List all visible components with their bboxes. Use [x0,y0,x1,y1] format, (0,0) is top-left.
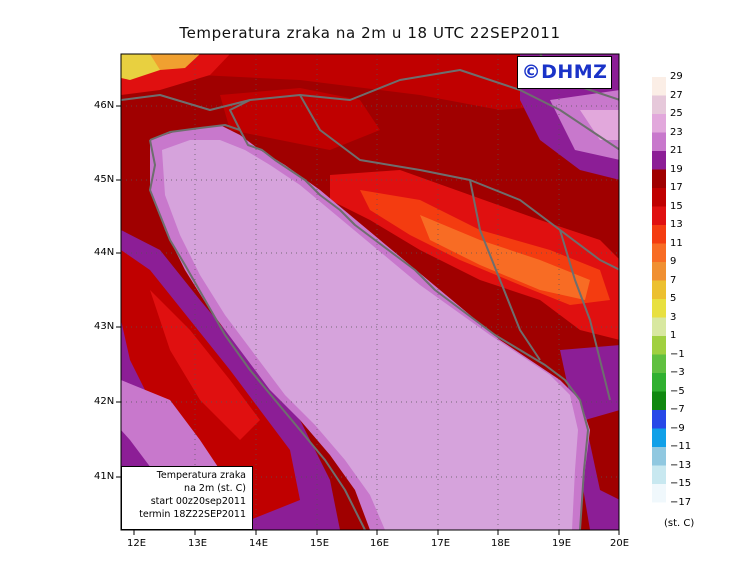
coastlines-borders [121,54,619,530]
legend-level-label: 19 [670,163,683,175]
legend-swatch [652,317,666,336]
legend-level-label: −9 [670,422,685,434]
legend-swatch [652,206,666,225]
legend-swatch [652,188,666,207]
lon-label-17e: 17E [431,538,451,549]
legend-level-label: 13 [670,219,683,230]
legend-level-label: −15 [670,478,692,489]
lat-label-46n: 46N [94,100,115,111]
lat-label-42n: 42N [94,396,115,407]
lon-label-18e: 18E [491,538,511,549]
color-legend [652,77,666,503]
adriatic-sea [162,140,578,530]
legend-level-label: 21 [670,145,683,156]
lon-label-15e: 15E [310,538,330,549]
legend-swatch [652,299,666,318]
legend-swatch [652,484,666,503]
map-title: Temperatura zraka na 2m u 18 UTC 22SEP20… [179,24,561,42]
info-line-3: start 00z20sep2011 [150,496,246,507]
legend-swatch [652,262,666,281]
legend-swatch [652,354,666,373]
legend-level-label: −5 [670,385,685,397]
legend-swatch [652,391,666,410]
legend-level-label: −13 [670,459,692,471]
legend-swatch [652,243,666,262]
legend-swatch [652,114,666,133]
lon-label-14e: 14E [249,538,269,549]
legend-swatch [652,77,666,96]
legend-swatch [652,132,666,151]
lat-label-45n: 45N [94,174,115,185]
legend-level-label: 3 [670,311,677,323]
info-line-4: termin 18Z22SEP2011 [139,509,246,520]
legend-swatch [652,336,666,355]
legend-level-label: 27 [670,89,683,101]
lon-label-13e: 13E [188,538,208,549]
legend-swatch [652,169,666,188]
axis-ticks [116,105,620,535]
info-line-2: na 2m (st. C) [184,483,246,494]
legend-level-label: 23 [670,126,683,138]
legend-level-label: 9 [670,256,677,267]
lat-label-43n: 43N [94,321,115,332]
dhmz-logo: ©DHMZ [517,56,612,89]
legend-level-label: 5 [670,293,677,304]
legend-level-label: 1 [670,330,677,341]
map-field [121,54,619,530]
lon-label-19e: 19E [552,538,572,549]
lon-label-20e: 20E [610,538,630,549]
legend-swatch [652,465,666,484]
legend-level-label: −11 [670,441,692,452]
legend-level-label: 25 [670,108,683,119]
lat-label-41n: 41N [94,471,115,482]
legend-level-label: 11 [670,237,683,249]
legend-level-label: 29 [670,71,683,82]
legend-swatch [652,280,666,299]
info-box: Temperatura zraka na 2m (st. C) start 00… [121,466,253,530]
info-line-1: Temperatura zraka [156,470,246,481]
legend-swatch [652,447,666,466]
legend-level-label: 15 [670,200,683,212]
legend-swatch [652,373,666,392]
legend-swatch [652,95,666,114]
legend-swatch [652,410,666,429]
lat-label-44n: 44N [94,247,115,258]
map-frame [120,53,620,531]
grid-lines [121,54,619,530]
lon-label-12e: 12E [127,538,147,549]
legend-swatch [652,225,666,244]
legend-swatch [652,428,666,447]
legend-level-label: −7 [670,404,685,415]
legend-level-label: −17 [670,496,692,508]
legend-level-label: 17 [670,182,683,193]
lon-label-16e: 16E [370,538,390,549]
legend-level-label: 7 [670,274,677,286]
legend-level-label: −3 [670,367,685,378]
legend-level-label: −1 [670,348,685,360]
legend-swatch [652,151,666,170]
legend-unit: (st. C) [664,518,695,529]
